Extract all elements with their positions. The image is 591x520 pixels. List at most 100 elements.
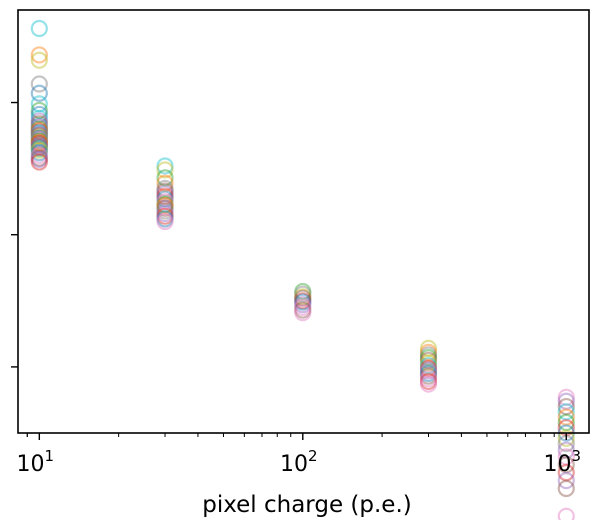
data-point [30, 149, 48, 167]
data-point [294, 301, 312, 319]
axes-layer: 101 102 103 [11, 9, 590, 477]
data-point [294, 285, 312, 303]
data-point [30, 124, 48, 142]
data-point [30, 46, 48, 64]
data-point [557, 397, 575, 416]
data-point [557, 413, 575, 432]
data-point [30, 146, 48, 165]
data-point [30, 128, 48, 146]
data-point [30, 132, 48, 150]
data-point [30, 115, 48, 133]
data-point [419, 375, 438, 393]
data-point [156, 161, 174, 179]
data-point [30, 144, 48, 162]
data-point [30, 134, 48, 153]
data-point [557, 471, 575, 490]
data-point [557, 507, 575, 520]
data-point [557, 448, 575, 466]
data-point [156, 212, 174, 231]
data-point [156, 204, 174, 223]
data-point [156, 210, 174, 228]
data-point [294, 296, 312, 314]
data-point [156, 190, 174, 208]
data-points-layer [30, 19, 575, 520]
data-point [557, 479, 575, 498]
data-point [30, 51, 48, 69]
data-point [294, 288, 312, 306]
data-point [294, 293, 312, 311]
data-point [30, 140, 48, 158]
data-point [30, 153, 48, 171]
data-point [30, 121, 48, 139]
data-point [156, 197, 174, 215]
data-point [419, 370, 438, 388]
data-point [156, 195, 174, 213]
x-axis-title: pixel charge (p.e.) [202, 492, 412, 518]
data-point [156, 199, 174, 217]
data-point [156, 157, 174, 175]
data-point [419, 372, 438, 391]
data-point [30, 105, 48, 124]
data-point [156, 207, 174, 225]
data-point [294, 292, 312, 310]
data-point [156, 187, 174, 205]
data-point [30, 119, 48, 137]
data-point [294, 304, 312, 322]
data-point [30, 129, 48, 147]
data-point [30, 123, 48, 141]
data-point [30, 133, 48, 151]
data-point [557, 392, 575, 410]
data-point [30, 125, 48, 143]
data-point [419, 356, 438, 375]
data-point [30, 126, 48, 145]
data-point [30, 112, 48, 130]
data-point [156, 174, 174, 192]
data-point [30, 141, 48, 159]
data-point [30, 84, 48, 102]
data-point [419, 359, 438, 377]
data-point [419, 354, 438, 372]
data-point [294, 298, 312, 317]
data-point [30, 150, 48, 168]
data-point [156, 193, 174, 211]
x-tick-label: 102 [280, 447, 318, 477]
data-point [419, 343, 438, 361]
data-point [557, 464, 575, 482]
data-point [419, 346, 438, 364]
data-point [419, 339, 438, 357]
data-point [557, 388, 575, 406]
data-point [156, 202, 174, 220]
data-point [30, 137, 48, 155]
data-point [419, 349, 438, 367]
data-point [30, 117, 48, 135]
x-tick-label: 101 [17, 447, 55, 477]
data-point [419, 362, 438, 380]
data-point [419, 351, 438, 369]
data-point [156, 179, 174, 198]
data-point [294, 282, 312, 301]
data-point [30, 19, 48, 38]
data-point [30, 101, 48, 120]
data-point [156, 169, 174, 187]
data-point [557, 403, 575, 421]
data-point [30, 95, 48, 113]
data-point [30, 130, 48, 149]
data-point [294, 289, 312, 307]
data-point [557, 456, 575, 474]
data-point [30, 138, 48, 157]
data-point [156, 182, 174, 200]
data-point [419, 364, 438, 383]
x-tick-label: 103 [543, 447, 581, 477]
data-point [30, 75, 48, 93]
data-point [557, 408, 575, 426]
data-point [557, 429, 575, 447]
data-point [156, 185, 174, 203]
data-point [30, 120, 48, 138]
data-point [557, 441, 575, 459]
data-point [30, 136, 48, 154]
data-point [30, 109, 48, 127]
plot-frame [17, 9, 590, 434]
data-point [419, 367, 438, 385]
